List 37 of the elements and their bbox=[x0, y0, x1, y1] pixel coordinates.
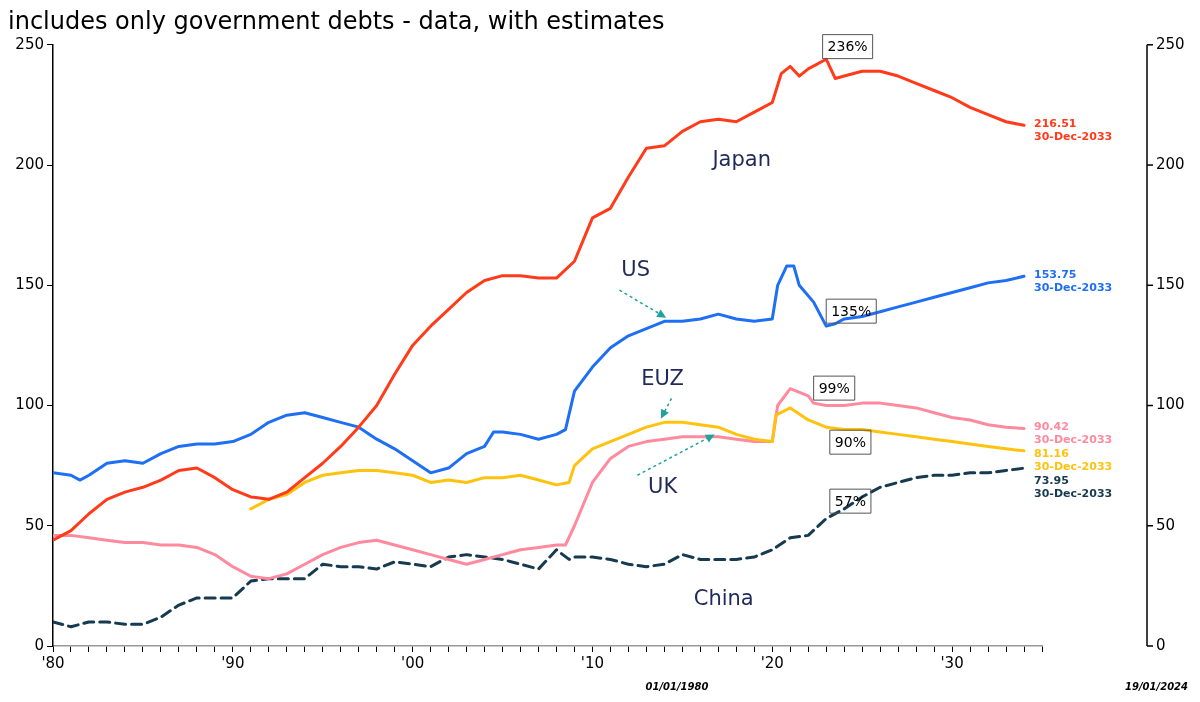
series-label: UK bbox=[648, 473, 679, 498]
x-tick-label: '30 bbox=[940, 653, 964, 672]
x-tick-label: '20 bbox=[760, 653, 784, 672]
x-tick-label: '80 bbox=[41, 653, 65, 672]
data-label: 153.75 30-Dec-2033 bbox=[1034, 267, 1113, 294]
x-tick-label: '10 bbox=[580, 653, 605, 672]
x-tick-label: '90 bbox=[221, 653, 245, 672]
series-label: Japan bbox=[710, 146, 771, 171]
annotation: 135% bbox=[831, 302, 872, 319]
y-tick-label: 100 bbox=[1156, 395, 1185, 414]
y2-tick-label: 150 bbox=[15, 275, 44, 294]
y2-tick-label: 200 bbox=[15, 154, 44, 173]
chart-title: includes only government debts - data, with estimates bbox=[8, 6, 665, 35]
annotation: 57% bbox=[834, 492, 866, 509]
data-label: 90.42 30-Dec-2033 bbox=[1034, 419, 1113, 446]
y2-tick-label: 100 bbox=[15, 395, 44, 414]
annotation: 236% bbox=[827, 38, 868, 55]
line-series bbox=[53, 466, 1026, 629]
annotation: 90% bbox=[834, 433, 866, 450]
y2-tick-label: 0 bbox=[34, 635, 44, 654]
series-label: China bbox=[693, 585, 754, 610]
y-tick-label: 250 bbox=[1156, 34, 1185, 53]
y2-tick-label: 50 bbox=[24, 515, 44, 534]
x-tick-label: '00 bbox=[401, 653, 425, 672]
text: US bbox=[621, 257, 650, 282]
annotation: 99% bbox=[818, 379, 850, 396]
y-tick-label: 200 bbox=[1156, 154, 1185, 173]
text: 19/01/2024 bbox=[1125, 681, 1189, 692]
y2-tick-label: 250 bbox=[15, 34, 44, 53]
y-tick-label: 150 bbox=[1156, 275, 1185, 294]
data-label: 81.16 30-Dec-2033 bbox=[1034, 446, 1113, 473]
data-label: 216.51 30-Dec-2033 bbox=[1034, 116, 1113, 143]
text: 01/01/1980 bbox=[645, 681, 709, 692]
data-label: 73.95 30-Dec-2033 bbox=[1034, 473, 1113, 500]
series-label: EUZ bbox=[641, 365, 684, 390]
y-tick-label: 0 bbox=[1156, 635, 1166, 654]
y-tick-label: 50 bbox=[1156, 515, 1176, 534]
